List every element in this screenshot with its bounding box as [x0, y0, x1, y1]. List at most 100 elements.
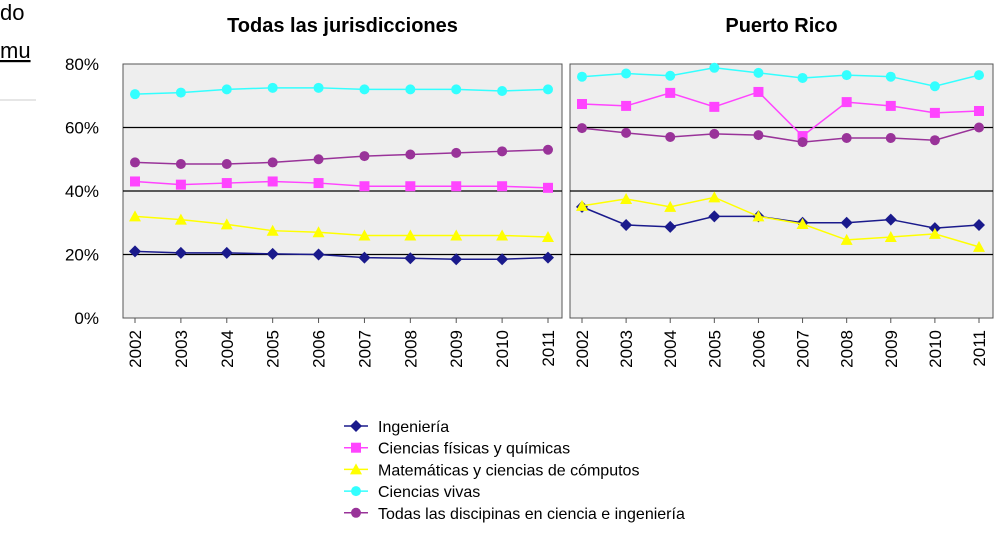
data-point — [174, 246, 187, 259]
data-point — [450, 253, 463, 266]
data-point — [929, 135, 940, 146]
data-point — [266, 224, 279, 236]
data-point — [312, 226, 325, 238]
x-tick-label: 2007 — [794, 330, 813, 368]
series-line — [134, 148, 549, 165]
data-point — [175, 179, 186, 190]
data-point — [358, 251, 371, 264]
data-point — [404, 229, 417, 241]
data-point — [576, 199, 588, 211]
x-tick-label: 2004 — [218, 330, 237, 368]
data-point — [797, 137, 808, 148]
data-point — [796, 218, 809, 230]
data-point — [928, 227, 941, 239]
x-tick-label: 2010 — [493, 330, 512, 368]
data-point — [543, 182, 553, 193]
data-point — [620, 192, 633, 204]
data-point — [221, 178, 232, 189]
data-point — [840, 216, 853, 229]
data-point — [884, 213, 897, 226]
data-point — [797, 72, 808, 83]
x-tick-label: 2006 — [310, 330, 329, 368]
data-point — [313, 82, 324, 93]
data-point — [221, 159, 232, 170]
data-point — [220, 218, 233, 230]
series-line — [134, 250, 549, 261]
data-point — [665, 87, 676, 98]
data-point — [267, 82, 278, 93]
data-point — [753, 67, 764, 78]
data-point — [797, 131, 808, 142]
data-point — [543, 84, 553, 95]
data-point — [543, 144, 553, 155]
x-tick-label: 2005 — [705, 330, 724, 368]
data-point — [621, 68, 632, 79]
data-point — [358, 229, 371, 241]
data-point — [577, 123, 587, 134]
x-tick-label: 2009 — [882, 330, 901, 368]
data-point — [665, 70, 676, 81]
x-tick-label: 2010 — [926, 330, 945, 368]
data-point — [973, 218, 985, 231]
data-point — [266, 247, 279, 260]
data-point — [664, 200, 677, 212]
data-point — [753, 86, 764, 97]
data-point — [129, 245, 141, 258]
data-point — [620, 218, 633, 231]
data-point — [313, 178, 324, 189]
x-tick-label: 2011 — [970, 330, 989, 367]
data-point — [929, 107, 940, 118]
legend-label: Ciencias físicas y químicas — [378, 441, 570, 458]
data-point — [175, 159, 186, 170]
x-tick-label: 2011 — [539, 330, 558, 367]
page-link[interactable]: mu — [0, 38, 31, 63]
data-point — [497, 146, 508, 157]
x-tick-label: 2002 — [573, 330, 592, 368]
x-tick-label: 2003 — [172, 330, 191, 368]
data-point — [840, 233, 853, 245]
data-point — [312, 248, 325, 261]
data-point — [885, 100, 896, 111]
data-point — [129, 210, 141, 222]
chart-title: Puerto Rico — [725, 15, 837, 37]
data-point — [621, 127, 632, 138]
series-line — [134, 87, 549, 95]
data-point — [577, 99, 587, 110]
data-point — [709, 101, 720, 112]
data-point — [451, 147, 462, 158]
series-line — [581, 91, 980, 138]
data-point — [221, 84, 232, 95]
data-point — [621, 100, 632, 111]
data-point — [884, 231, 897, 243]
data-point — [665, 132, 676, 143]
data-point — [577, 71, 587, 82]
data-point — [497, 181, 508, 192]
data-point — [130, 176, 140, 187]
data-point — [709, 62, 720, 73]
data-point — [451, 181, 462, 192]
series-line — [581, 67, 980, 87]
data-point — [451, 84, 462, 95]
data-point — [973, 240, 985, 252]
x-tick-label: 2002 — [126, 330, 145, 368]
data-point — [841, 70, 852, 81]
data-point — [496, 229, 509, 241]
data-point — [220, 246, 233, 259]
x-tick-label: 2009 — [447, 330, 466, 368]
data-point — [175, 87, 186, 98]
data-point — [752, 210, 765, 222]
data-point — [405, 149, 416, 160]
y-tick-label: 40% — [65, 182, 99, 201]
data-point — [974, 122, 984, 133]
x-tick-label: 2008 — [838, 330, 857, 368]
series-line — [134, 215, 549, 238]
data-point — [130, 157, 140, 168]
data-point — [885, 71, 896, 82]
series-line — [134, 180, 549, 189]
x-tick-label: 2005 — [264, 330, 283, 368]
data-point — [841, 97, 852, 108]
data-point — [405, 84, 416, 95]
legend-label: Ingeniería — [378, 419, 449, 436]
data-point — [267, 157, 278, 168]
